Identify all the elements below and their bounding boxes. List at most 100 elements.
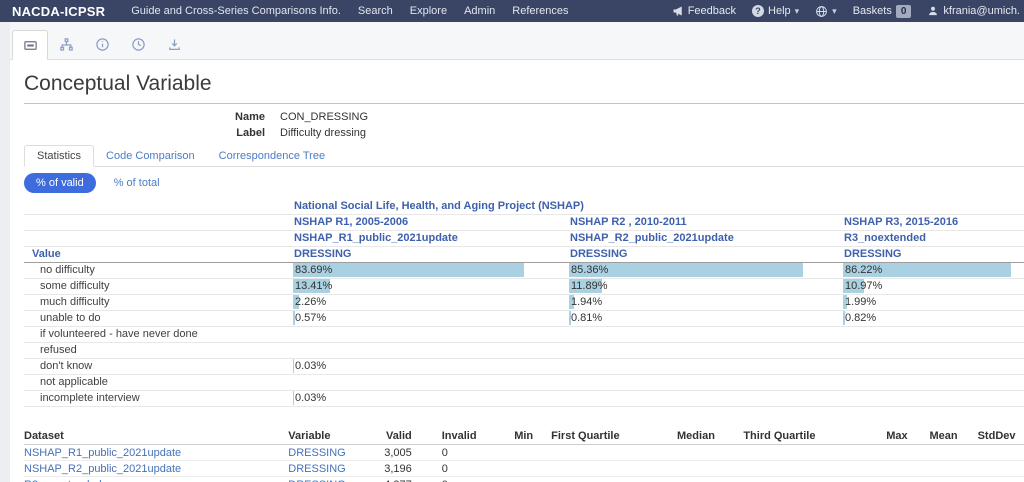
percent-bar	[842, 343, 1024, 357]
percent-bar	[842, 375, 1024, 389]
label-field-label: Label	[236, 127, 265, 139]
language-menu[interactable]: ▾	[815, 5, 837, 18]
help-label: Help	[768, 5, 791, 17]
invalid-count: 0	[411, 444, 511, 461]
variable-link[interactable]: DRESSING	[568, 246, 842, 263]
value-label: unable to do	[24, 310, 292, 327]
summary-row: R3_noextended DRESSING 4,377 0	[24, 476, 1024, 482]
percent-bar	[568, 375, 842, 389]
dataset-link[interactable]: R3_noextended	[842, 230, 1024, 247]
percent-bar: 83.69%	[292, 263, 568, 277]
value-label: no difficulty	[24, 262, 292, 279]
download-button[interactable]	[156, 29, 192, 59]
percent-bar	[842, 327, 1024, 341]
main-nav: Guide and Cross-Series Comparisons Info.…	[131, 5, 568, 17]
dataset-link[interactable]: NSHAP_R1_public_2021update	[292, 230, 568, 247]
percent-bar: 10.97%	[843, 279, 883, 293]
variable-card-icon	[23, 40, 37, 50]
summary-header-row: Dataset Variable Valid Invalid Min First…	[24, 427, 1024, 445]
percent-of-valid-button[interactable]: % of valid	[24, 173, 96, 193]
tab-statistics[interactable]: Statistics	[24, 145, 95, 167]
stat-row: not applicable	[24, 374, 1024, 391]
summary-row: NSHAP_R2_public_2021update DRESSING 3,19…	[24, 460, 1024, 477]
label-field-value: Difficulty dressing	[280, 127, 366, 139]
variable-link[interactable]: DRESSING	[292, 246, 568, 263]
valid-count: 3,005	[377, 444, 412, 461]
view-toolbar	[10, 22, 1024, 60]
variable-link[interactable]: DRESSING	[288, 462, 346, 475]
col-header-median: Median	[677, 427, 744, 445]
percent-bar	[842, 359, 1024, 373]
dataset-header-row: NSHAP_R1_public_2021update NSHAP_R2_publ…	[24, 230, 1024, 247]
info-icon	[95, 37, 109, 51]
group-header-row: National Social Life, Health, and Aging …	[24, 198, 1024, 215]
percent-bar: 0.81%	[569, 311, 603, 325]
tab-correspondence-tree[interactable]: Correspondence Tree	[218, 150, 326, 162]
nav-item-admin[interactable]: Admin	[464, 5, 496, 17]
col-header-min: Min	[510, 427, 534, 445]
percent-toggle-group: % of valid % of total	[24, 173, 1024, 193]
details-button[interactable]	[84, 29, 120, 59]
brand-logo[interactable]: NACDA-ICPSR	[12, 3, 106, 19]
percent-bar: 13.41%	[293, 279, 333, 293]
content-panel: Conceptual Variable Name CON_DRESSING La…	[10, 22, 1024, 482]
tab-code-comparison[interactable]: Code Comparison	[106, 150, 195, 162]
series-header: NSHAP R2 , 2010-2011	[568, 214, 842, 231]
variable-link[interactable]: DRESSING	[288, 446, 346, 459]
value-label: not applicable	[24, 374, 292, 391]
stat-row: don't know 0.03%	[24, 358, 1024, 375]
history-button[interactable]	[120, 29, 156, 59]
account-email: kfrania@umich.	[943, 5, 1020, 17]
sitemap-icon	[59, 37, 73, 51]
col-header-invalid: Invalid	[411, 427, 511, 445]
nav-item-explore[interactable]: Explore	[409, 5, 448, 17]
value-label: much difficulty	[24, 294, 292, 311]
help-icon: ?	[752, 5, 765, 17]
nav-item-references[interactable]: References	[512, 5, 569, 17]
percent-bar	[568, 327, 842, 341]
feedback-button[interactable]: Feedback	[672, 5, 736, 17]
percent-bar: 0.03%	[293, 359, 327, 373]
navbar-right: Feedback ? Help ▾ ▾ Baskets 0 kfrania@um…	[662, 4, 1020, 18]
download-icon	[168, 38, 180, 50]
dataset-link[interactable]: NSHAP_R2_public_2021update	[24, 462, 182, 475]
value-label: some difficulty	[24, 278, 292, 295]
variable-link[interactable]: DRESSING	[288, 479, 345, 482]
series-header-row: NSHAP R1, 2005-2006 NSHAP R2 , 2010-2011…	[24, 214, 1024, 231]
clock-icon	[131, 37, 145, 51]
top-navbar: NACDA-ICPSR Guide and Cross-Series Compa…	[0, 0, 1024, 22]
percent-bar	[292, 375, 568, 389]
chevron-down-icon: ▾	[794, 5, 800, 16]
name-field-value: CON_DRESSING	[280, 111, 369, 123]
nav-item-search[interactable]: Search	[357, 5, 393, 17]
dataset-link[interactable]: NSHAP_R2_public_2021update	[568, 230, 842, 247]
percent-bar: 1.94%	[569, 295, 603, 309]
variable-card-view-button[interactable]	[12, 30, 48, 60]
baskets-button[interactable]: Baskets 0	[853, 4, 912, 18]
dataset-link[interactable]: NSHAP_R1_public_2021update	[24, 446, 182, 459]
study-group-header: National Social Life, Health, and Aging …	[292, 198, 1024, 215]
account-menu[interactable]: kfrania@umich.	[927, 5, 1020, 17]
percent-bar: 86.22%	[842, 263, 1024, 277]
percent-bar	[568, 391, 842, 405]
nav-item-guide[interactable]: Guide and Cross-Series Comparisons Info.	[131, 5, 341, 17]
col-header-dataset: Dataset	[24, 427, 289, 445]
percent-bar	[292, 327, 568, 341]
name-field-label: Name	[235, 111, 265, 123]
hierarchy-view-button[interactable]	[48, 29, 84, 59]
baskets-count-badge: 0	[895, 4, 912, 18]
percent-bar	[842, 391, 1024, 405]
col-header-variable: Variable	[288, 427, 378, 445]
variable-link[interactable]: DRESSING	[842, 246, 1024, 263]
tab-bar: Statistics Code Comparison Correspondenc…	[24, 145, 1024, 167]
stat-row: if volunteered - have never done	[24, 326, 1024, 343]
percent-bar: 2.26%	[293, 295, 327, 309]
chevron-down-icon: ▾	[832, 5, 837, 16]
user-icon	[929, 6, 938, 16]
megaphone-icon	[673, 6, 682, 16]
col-header-stddev: StdDev	[957, 427, 1024, 445]
percent-of-total-button[interactable]: % of total	[113, 177, 160, 189]
page-title: Conceptual Variable	[24, 72, 1024, 104]
help-menu[interactable]: ? Help ▾	[752, 5, 799, 17]
dataset-link[interactable]: R3_noextended	[24, 479, 102, 482]
